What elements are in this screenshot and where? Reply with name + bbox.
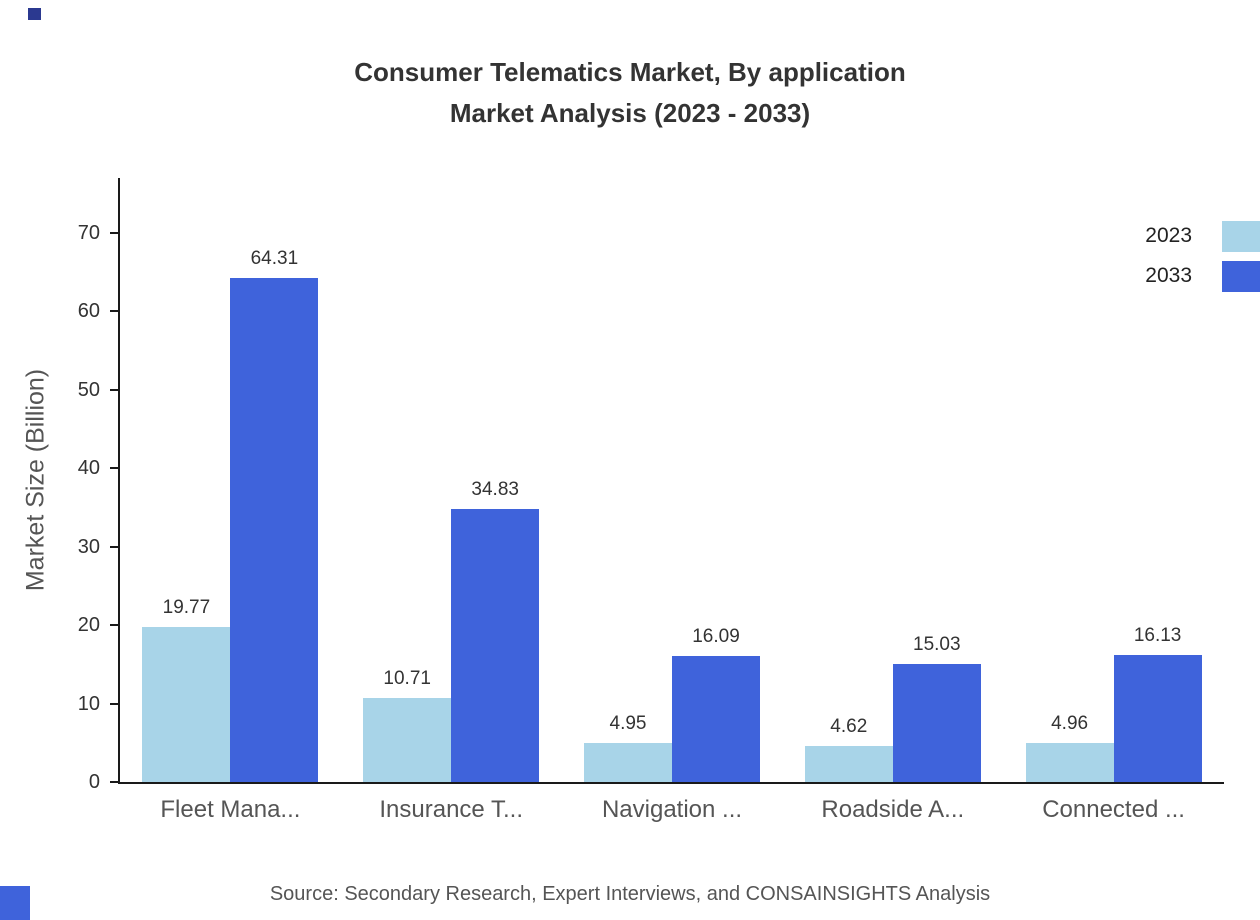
y-axis-tick — [110, 388, 118, 391]
x-axis-category-label: Insurance T... — [379, 796, 523, 823]
y-axis-tick — [110, 231, 118, 234]
y-axis-tick-label: 50 — [77, 378, 100, 401]
y-axis-tick-label: 30 — [77, 535, 100, 558]
y-axis-tick-label: 40 — [77, 457, 100, 480]
bar-value-label: 4.95 — [609, 713, 647, 735]
bar-2023-5[interactable] — [1025, 743, 1114, 782]
y-axis-tick — [110, 310, 118, 313]
bar-2033-4[interactable] — [892, 664, 981, 782]
source-text: Source: Secondary Research, Expert Inter… — [269, 883, 991, 905]
y-axis-tick-label: 10 — [77, 692, 100, 715]
y-axis-tick-label: 70 — [77, 221, 100, 244]
y-axis-tick-label: 0 — [88, 771, 100, 793]
y-axis-tick — [110, 624, 118, 627]
bar-2033-3[interactable] — [672, 655, 760, 782]
bar-2023-1[interactable] — [142, 626, 231, 782]
bar-value-label: 19.77 — [162, 596, 211, 618]
bar-2033-5[interactable] — [1113, 655, 1202, 782]
y-axis-tick — [110, 702, 118, 705]
x-axis-category-label: Fleet Mana... — [160, 796, 301, 823]
watermark-square-bottom-left — [0, 886, 30, 920]
bar-value-label: 64.31 — [250, 247, 299, 269]
legend-swatch-2033 — [1222, 260, 1260, 292]
bar-value-label: 16.13 — [1133, 625, 1182, 647]
bar-value-label: 4.62 — [830, 715, 868, 737]
bar-value-label: 10.71 — [383, 668, 431, 689]
bar-2033-1[interactable] — [230, 277, 319, 782]
bar-value-label: 34.83 — [471, 478, 519, 500]
x-axis-category-label: Connected ... — [1042, 796, 1185, 823]
y-axis-tick — [110, 545, 118, 548]
bar-2023-2[interactable] — [363, 698, 452, 782]
legend: 2023 2033 — [1145, 216, 1260, 296]
bar-2033-2[interactable] — [451, 508, 540, 782]
legend-swatch-2023 — [1222, 220, 1260, 252]
bar-value-label: 15.03 — [913, 634, 961, 656]
watermark-square-top-left — [28, 8, 41, 20]
chart-title-line2: Market Analysis (2023 - 2033) — [449, 98, 811, 128]
y-axis-tick-label: 60 — [77, 300, 100, 323]
y-axis-tick-label: 20 — [77, 614, 100, 637]
legend-label-2033: 2033 — [1145, 264, 1192, 287]
legend-row: 2033 — [1145, 256, 1260, 296]
y-axis-tick — [110, 781, 118, 783]
bar-value-label: 16.09 — [692, 625, 740, 647]
chart-title-line1: Consumer Telematics Market, By applicati… — [354, 57, 906, 87]
bar-2023-3[interactable] — [584, 743, 672, 782]
legend-label-2023: 2023 — [1145, 224, 1192, 247]
y-axis-tick — [110, 467, 118, 470]
x-axis-category-label: Roadside A... — [821, 796, 965, 823]
x-axis-category-label: Navigation ... — [601, 796, 743, 823]
chart-title: Consumer Telematics Market, By applicati… — [0, 52, 1260, 134]
bar-value-label: 4.96 — [1051, 713, 1089, 735]
plot-area: 0 10 20 30 40 50 60 70 19.77 64.31 Fleet Mana... 10… — [78, 178, 1224, 823]
bar-2023-4[interactable] — [804, 745, 893, 782]
legend-row: 2023 — [1145, 216, 1260, 256]
